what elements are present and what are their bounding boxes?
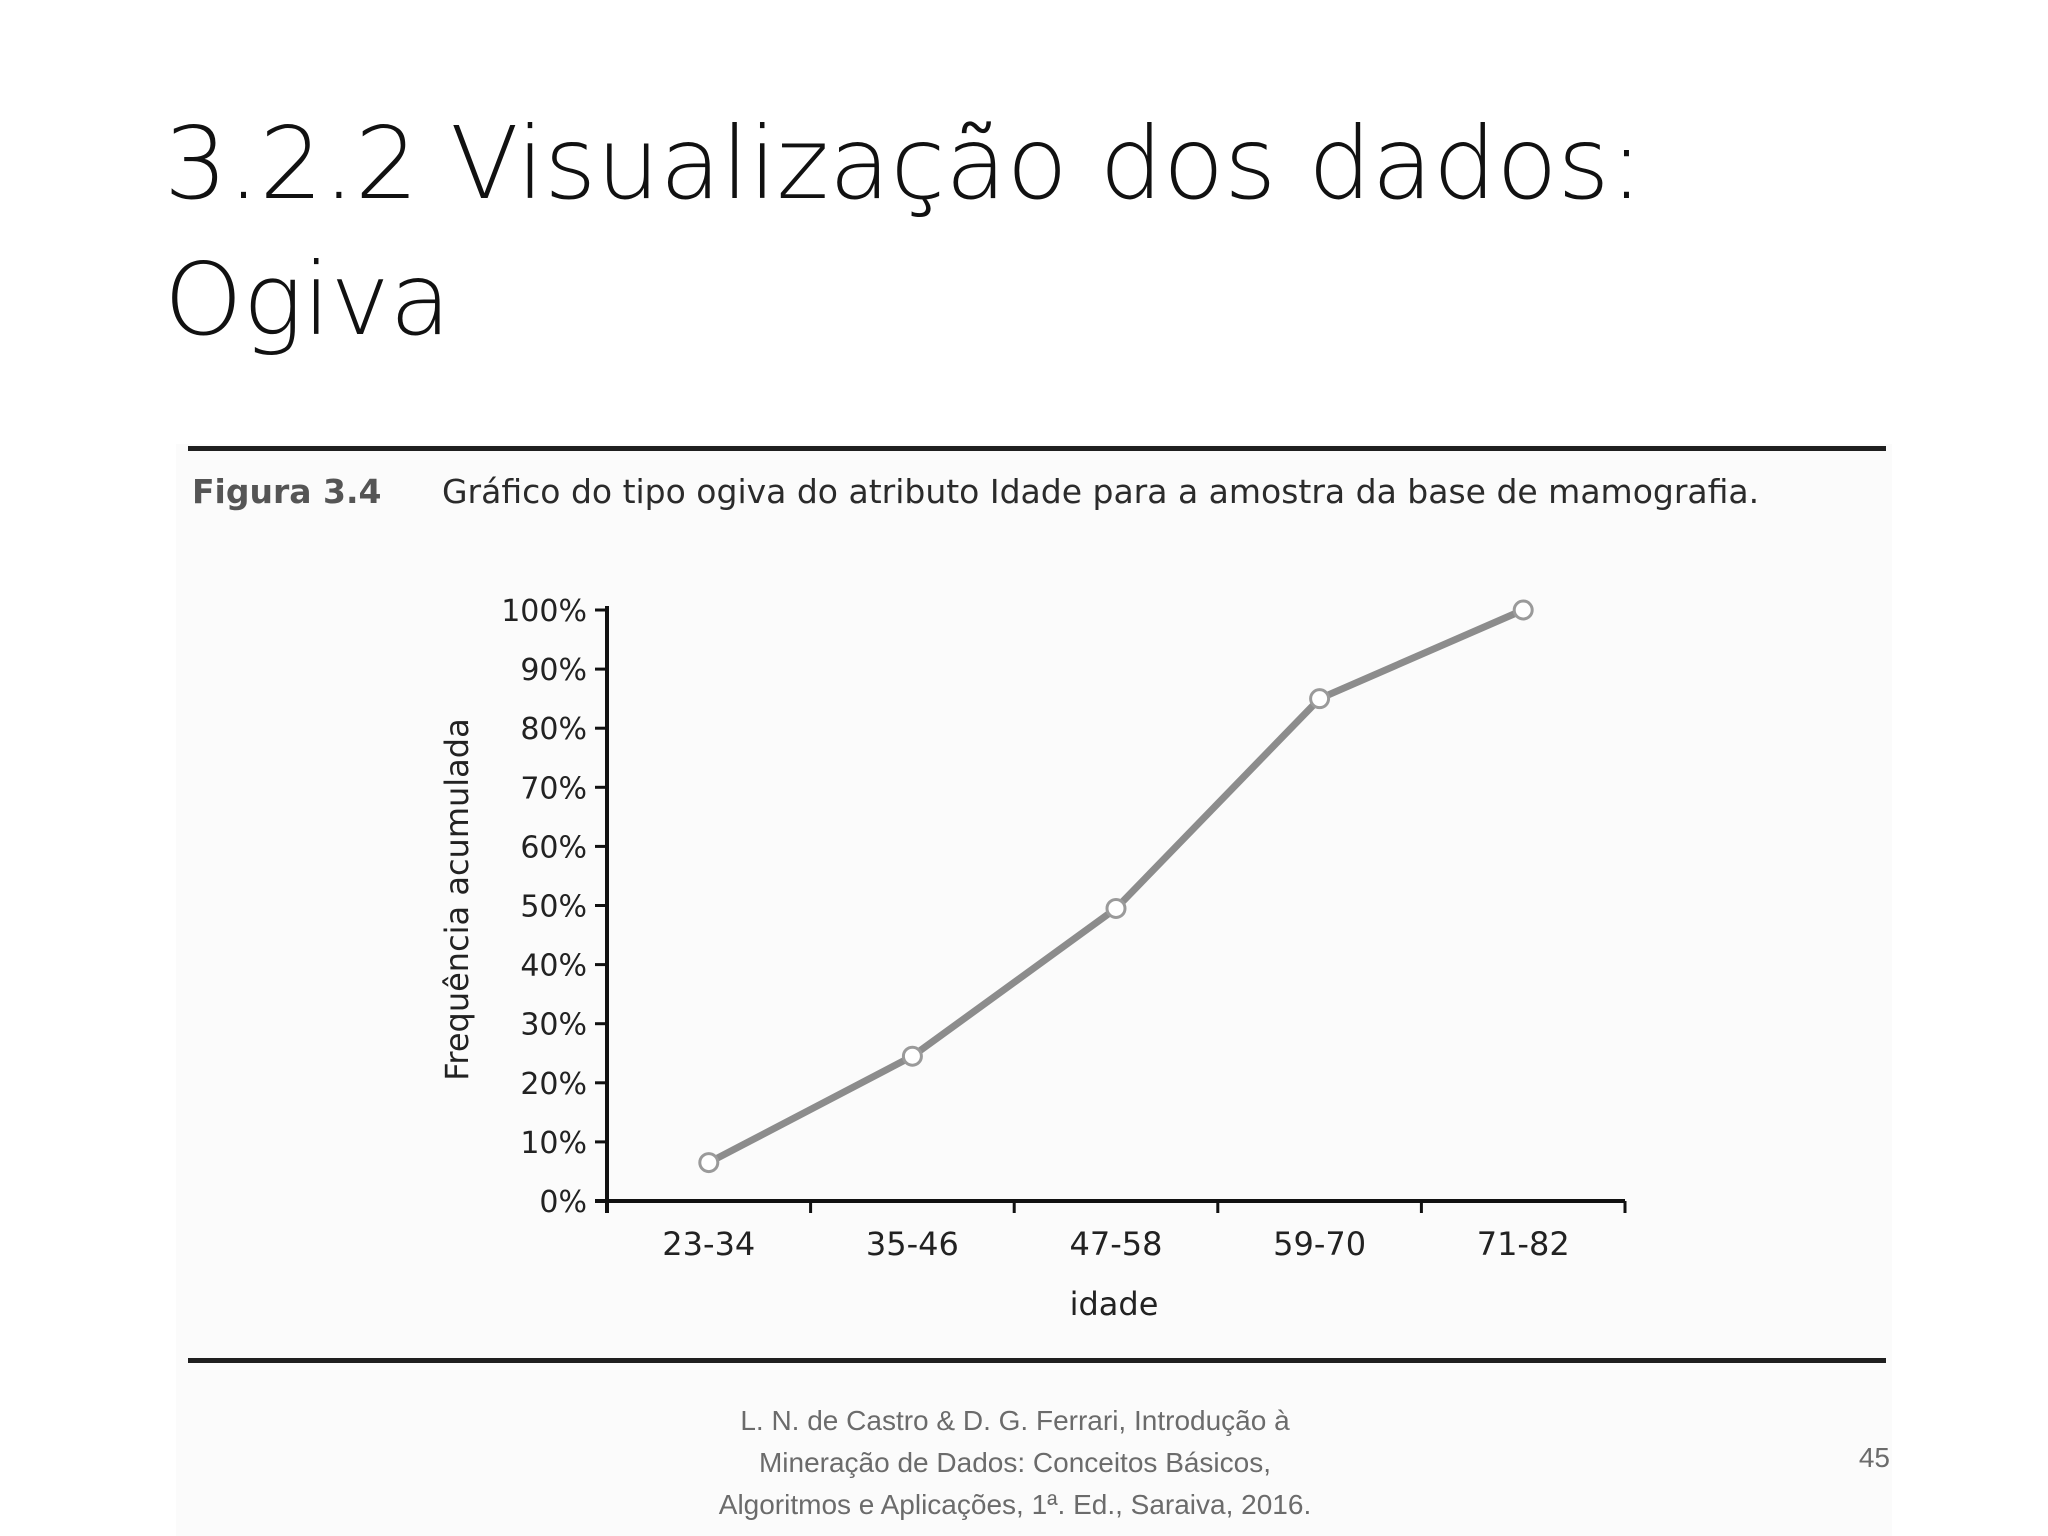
series-line	[705, 606, 1527, 1167]
x-tick-label: 47-58	[1070, 1225, 1163, 1263]
y-tick-label: 90%	[520, 653, 587, 688]
figure-caption: Figura 3.4 Gráfico do tipo ogiva do atri…	[192, 472, 1759, 511]
figure-bottom-rule	[188, 1358, 1886, 1363]
data-point	[1105, 897, 1127, 919]
y-tick-label: 40%	[520, 949, 587, 984]
figure-background	[176, 444, 1892, 1536]
figure-top-rule	[188, 446, 1886, 451]
y-tick-label: 100%	[501, 594, 587, 629]
slide-title-line-1: 3.2.2 Visualização dos dados:	[164, 105, 1644, 222]
y-tick-label: 30%	[520, 1008, 587, 1043]
x-tick-label: 23-34	[662, 1225, 755, 1263]
citation-line-2: Mineração de Dados: Conceitos Básicos,	[758, 1447, 1272, 1478]
y-tick-label: 60%	[520, 830, 587, 865]
data-point	[901, 1045, 923, 1067]
data-point	[698, 1152, 720, 1174]
y-tick-label: 10%	[520, 1126, 587, 1161]
x-tick-label: 35-46	[866, 1225, 959, 1263]
y-axis-title: Frequência acumulada	[438, 718, 476, 1080]
slide-title-line-2: Ogiva	[164, 241, 451, 358]
y-tick-label: 0%	[539, 1185, 587, 1220]
data-point	[1309, 688, 1331, 710]
x-tick-label: 71-82	[1477, 1225, 1570, 1263]
y-tick-label: 20%	[520, 1067, 587, 1102]
y-tick-label: 50%	[520, 890, 587, 925]
y-tick-label: 80%	[520, 712, 587, 747]
data-point	[1512, 599, 1534, 621]
citation-line-1: L. N. de Castro & D. G. Ferrari, Introdu…	[740, 1405, 1290, 1436]
page-number: 45	[1858, 1442, 1890, 1473]
footer-citation: L. N. de Castro & D. G. Ferrari, Introdu…	[620, 1400, 1410, 1526]
figure-caption-text: Gráfico do tipo ogiva do atributo Idade …	[441, 472, 1760, 511]
x-axis-title: idade	[1070, 1285, 1159, 1323]
slide-title: 3.2.2 Visualização dos dados: Ogiva	[164, 96, 1914, 368]
x-tick-label: 59-70	[1273, 1225, 1366, 1263]
citation-line-3: Algoritmos e Aplicações, 1ª. Ed., Saraiv…	[718, 1489, 1312, 1520]
y-tick-label: 70%	[520, 771, 587, 806]
figure-label: Figura 3.4	[192, 472, 382, 511]
